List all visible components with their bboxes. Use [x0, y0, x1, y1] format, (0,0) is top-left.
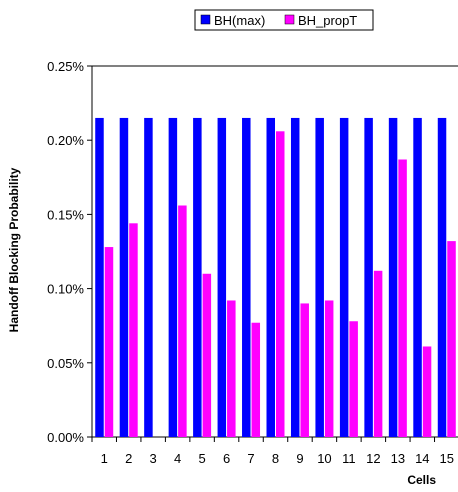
x-tick-label: 14: [415, 451, 429, 466]
x-tick-label: 15: [440, 451, 454, 466]
y-tick-label: 0.00%: [47, 430, 84, 445]
legend-label-bh-propt: BH_propT: [298, 13, 357, 28]
bar-bh-max: [290, 117, 300, 437]
legend-swatch-bh-propt: [284, 14, 295, 25]
bar-bh-propt: [202, 273, 212, 437]
bar-bh-max: [315, 117, 324, 437]
bar-bh-max: [364, 117, 373, 437]
bar-bh-max: [388, 117, 398, 437]
x-tick-label: 6: [223, 451, 230, 466]
bar-bh-max: [193, 117, 202, 437]
bar-bh-propt: [373, 270, 383, 437]
y-tick-label: 0.20%: [47, 133, 84, 148]
x-axis-title: Cells: [407, 473, 436, 487]
x-tick-label: 11: [342, 451, 356, 466]
x-tick-label: 9: [296, 451, 303, 466]
bar-bh-propt: [349, 321, 358, 437]
y-tick-label: 0.25%: [47, 59, 84, 74]
bar-bh-max: [217, 117, 227, 437]
bar-bh-max: [168, 117, 178, 437]
bar-bh-max: [144, 117, 153, 437]
x-tick-label: 13: [391, 451, 405, 466]
legend-swatch-bh-max: [200, 14, 211, 25]
bar-bh-propt: [324, 300, 334, 437]
bar-bh-propt: [129, 223, 138, 437]
x-tick-label: 10: [317, 451, 331, 466]
y-tick-label: 0.15%: [47, 207, 84, 222]
bar-bh-propt: [447, 241, 456, 437]
bar-bh-propt: [422, 346, 432, 437]
legend-box: [194, 9, 374, 31]
plot-area: 0.00%0.05%0.10%0.15%0.20%0.25%1 2 3 4 5 6 7 8 9 1…: [47, 59, 458, 466]
bar-bh-max: [95, 117, 104, 437]
x-tick-label: 2: [125, 451, 132, 466]
bar-bh-max: [266, 117, 275, 437]
bar-bh-propt: [300, 303, 309, 437]
bar-bh-max: [339, 117, 349, 437]
bar-bh-propt: [276, 131, 285, 437]
bar-bh-propt: [251, 322, 261, 437]
bar-bh-max: [413, 117, 422, 437]
bar-bh-max: [242, 117, 251, 437]
y-tick-label: 0.05%: [47, 356, 84, 371]
legend: BH(max) BH_propT: [194, 9, 374, 31]
bar-bh-max: [119, 117, 129, 437]
x-tick-label: 3: [150, 451, 157, 466]
bar-bh-max: [437, 117, 447, 437]
x-tick-label: 8: [272, 451, 279, 466]
y-axis-title: Handoff Blocking Probability: [7, 167, 21, 332]
y-tick-label: 0.10%: [47, 282, 84, 297]
x-tick-label: 12: [366, 451, 380, 466]
x-tick-label: 7: [247, 451, 254, 466]
x-tick-label: 1: [101, 451, 108, 466]
plot-frame: [91, 65, 458, 438]
bar-bh-propt: [104, 247, 114, 437]
bar-bh-propt: [227, 300, 236, 437]
x-tick-label: 5: [198, 451, 205, 466]
bar-bh-propt: [398, 159, 407, 437]
x-tick-label: 4: [174, 451, 181, 466]
bar-bh-propt: [178, 205, 187, 437]
legend-label-bh-max: BH(max): [214, 13, 265, 28]
